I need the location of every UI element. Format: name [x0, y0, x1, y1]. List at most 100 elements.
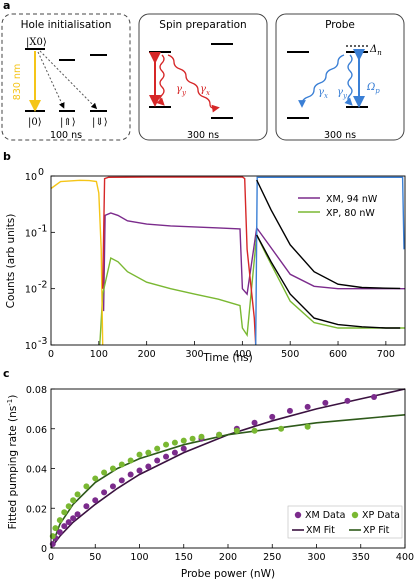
- hole-init-box: Hole initialisation |X0⟩ 830 nm |0⟩ |⇑⟩ …: [1, 13, 131, 141]
- panel-c-point-0: [65, 519, 72, 526]
- panel-c-point-1: [92, 475, 99, 482]
- panel-c-point-0: [344, 397, 351, 404]
- panel-c-xtick-label: 150: [175, 552, 193, 563]
- panel-b-xtick-label: 400: [233, 349, 251, 360]
- panel-c-point-1: [304, 423, 311, 430]
- panel-b-ytick-exponent: -3: [38, 336, 47, 347]
- panel-b-ytick-label: 10: [25, 341, 37, 352]
- panel-c-point-0: [70, 515, 77, 522]
- panel-c-point-0: [74, 511, 81, 518]
- panel-b-xlabel: Time (ns): [202, 352, 252, 364]
- panel-c-ytick-label: 0.06: [26, 425, 47, 436]
- panel-b-xtick-label: 500: [281, 349, 299, 360]
- panel-c-point-1: [83, 483, 90, 490]
- panel-c-point-0: [322, 399, 329, 406]
- panel-c-fit-2: [50, 388, 406, 549]
- legend-xm-data-swatch: [294, 511, 302, 519]
- panel-c-point-1: [65, 503, 72, 510]
- panel-c-point-1: [180, 437, 187, 444]
- panel-c-point-1: [109, 465, 116, 472]
- panel-b-series-5: [256, 179, 401, 290]
- legend-xp-data-swatch: [351, 511, 359, 519]
- legend-xm-fit-label: XM Fit: [306, 525, 335, 536]
- panel-c-ytick-label: 0: [41, 544, 47, 555]
- panel-c-point-0: [101, 489, 108, 496]
- panel-b-ylabel: Counts (arb units): [5, 214, 17, 309]
- panel-c-point-1: [118, 461, 125, 468]
- panel-c-point-1: [154, 445, 161, 452]
- panel-c-point-1: [145, 449, 152, 456]
- panel-c-point-1: [127, 457, 134, 464]
- spin-prep-time: 300 ns: [187, 130, 219, 141]
- panel-b-ytick-exponent: 0: [38, 167, 44, 178]
- panel-c-point-0: [56, 529, 63, 536]
- x0-ket: |X0⟩: [26, 37, 47, 48]
- panel-c-xtick-label: 0: [48, 552, 54, 563]
- legend-xp-fit-label: XP Fit: [363, 525, 390, 536]
- legend-xp-label: XP, 80 nW: [326, 208, 375, 219]
- panel-c-point-1: [61, 509, 68, 516]
- panel-c-point-0: [118, 477, 125, 484]
- panel-b-legend: XM, 94 nW XP, 80 nW: [298, 194, 378, 219]
- panel-c-xtick-label: 100: [130, 552, 148, 563]
- probe-gamma-x-label: γx: [318, 87, 328, 100]
- panel-c-chart: 0 50 100 150 200 250 300 350 400 0 0.02 0.04 0.06 0.0…: [26, 385, 414, 563]
- probe-gamma-y-label: γy: [337, 87, 348, 100]
- panel-b-ytick-exponent: -1: [38, 223, 47, 234]
- panel-c-point-0: [163, 453, 170, 460]
- panel-c-point-1: [163, 441, 170, 448]
- panel-b-xtick-label: 100: [90, 349, 108, 360]
- panel-b-series-1: [99, 232, 405, 346]
- panel-c-point-0: [286, 407, 293, 414]
- panel-b-series-4: [255, 176, 405, 346]
- panel-c-legend: XM Data XP Data XM Fit XP Fit: [287, 505, 403, 539]
- panel-b-label: b: [3, 150, 11, 163]
- panel-c-xtick-label: 300: [307, 552, 325, 563]
- panel-b-series-6: [256, 234, 401, 329]
- panel-c-point-1: [101, 469, 108, 476]
- panel-c-point-1: [278, 425, 285, 432]
- panel-c-point-1: [189, 435, 196, 442]
- panel-c-ytick-label: 0.02: [26, 504, 47, 515]
- legend-xm-data-label: XM Data: [305, 510, 345, 521]
- panel-b-ytick-exponent: -2: [38, 280, 47, 291]
- panel-a-label: a: [3, 0, 10, 12]
- ket-down: |⇓⟩: [92, 117, 108, 128]
- panel-c-point-1: [198, 433, 205, 440]
- panel-c-point-0: [251, 419, 258, 426]
- hole-init-title: Hole initialisation: [21, 19, 112, 31]
- panel-c-point-1: [56, 517, 63, 524]
- panel-b-frame: [50, 175, 406, 346]
- panel-c-xtick-label: 350: [352, 552, 370, 563]
- panel-c-point-0: [304, 403, 311, 410]
- panel-c-point-0: [127, 471, 134, 478]
- panel-c-point-1: [251, 427, 258, 434]
- panel-c-point-0: [92, 497, 99, 504]
- legend-xm-label: XM, 94 nW: [326, 194, 378, 205]
- panel-b-series-2: [50, 179, 104, 346]
- panel-c-point-1: [52, 525, 59, 532]
- panel-b-series-0: [102, 212, 405, 312]
- panel-c-point-0: [171, 449, 178, 456]
- probe-time: 300 ns: [324, 130, 356, 141]
- ket-0: |0⟩: [28, 117, 42, 128]
- gamma-y-label: γy: [176, 84, 187, 97]
- gamma-x-label: γx: [200, 84, 210, 97]
- panel-c-ytick-label: 0.04: [26, 465, 47, 476]
- panel-b-xtick-label: 0: [48, 349, 54, 360]
- panel-b-xtick-label: 700: [377, 349, 395, 360]
- panel-c-point-0: [154, 457, 161, 464]
- panel-b-ytick-label: 10: [25, 172, 37, 183]
- panel-c-point-1: [171, 439, 178, 446]
- panel-b-ytick-label: 10: [25, 228, 37, 239]
- omega-label: Ωp: [366, 82, 380, 95]
- panel-c-point-0: [61, 523, 68, 530]
- panel-c-xtick-label: 400: [396, 552, 414, 563]
- delta-label: Δn: [369, 44, 382, 57]
- panel-c-label: c: [3, 367, 10, 380]
- panel-c-point-0: [180, 445, 187, 452]
- panel-c-point-0: [145, 463, 152, 470]
- panel-b-xtick-label: 600: [329, 349, 347, 360]
